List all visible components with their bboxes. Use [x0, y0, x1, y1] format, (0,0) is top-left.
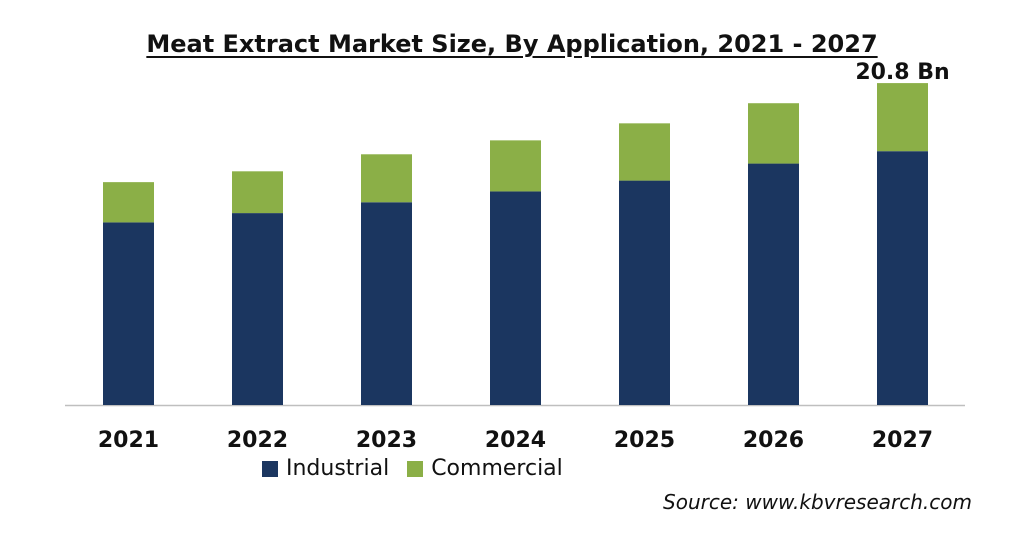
bar-commercial-2023 [361, 154, 412, 203]
bar-industrial-2022 [232, 213, 283, 405]
x-tick-label-2027: 2027 [872, 428, 933, 453]
bar-commercial-2026 [748, 103, 799, 164]
x-tick-label-2025: 2025 [614, 428, 675, 453]
x-tick-label-2026: 2026 [743, 428, 804, 453]
bar-industrial-2023 [361, 202, 412, 405]
bar-industrial-2024 [490, 191, 541, 405]
bar-commercial-2027 [877, 83, 928, 152]
x-tick-label-2021: 2021 [98, 428, 159, 453]
bar-commercial-2025 [619, 123, 670, 181]
legend-swatch-commercial [407, 460, 424, 477]
x-tick-label-2023: 2023 [356, 428, 417, 453]
legend-label-commercial: Commercial [431, 456, 563, 481]
legend-item-industrial: Industrial [262, 456, 389, 481]
source-credit: Source: www.kbvresearch.com [663, 490, 972, 514]
bar-commercial-2021 [103, 182, 154, 223]
bar-commercial-2022 [232, 171, 283, 214]
legend-item-commercial: Commercial [407, 456, 563, 481]
x-tick-label-2022: 2022 [227, 428, 288, 453]
bar-commercial-2024 [490, 140, 541, 192]
legend-label-industrial: Industrial [286, 456, 390, 481]
bar-industrial-2025 [619, 180, 670, 405]
bar-industrial-2027 [877, 151, 928, 405]
legend: Industrial Commercial [262, 456, 563, 481]
chart-title: Meat Extract Market Size, By Application… [146, 30, 878, 58]
legend-swatch-industrial [262, 460, 278, 477]
x-tick-label-2024: 2024 [485, 428, 546, 453]
data-label-total-2027: 20.8 Bn [855, 60, 949, 85]
bar-industrial-2026 [748, 163, 799, 405]
bar-industrial-2021 [103, 222, 154, 405]
